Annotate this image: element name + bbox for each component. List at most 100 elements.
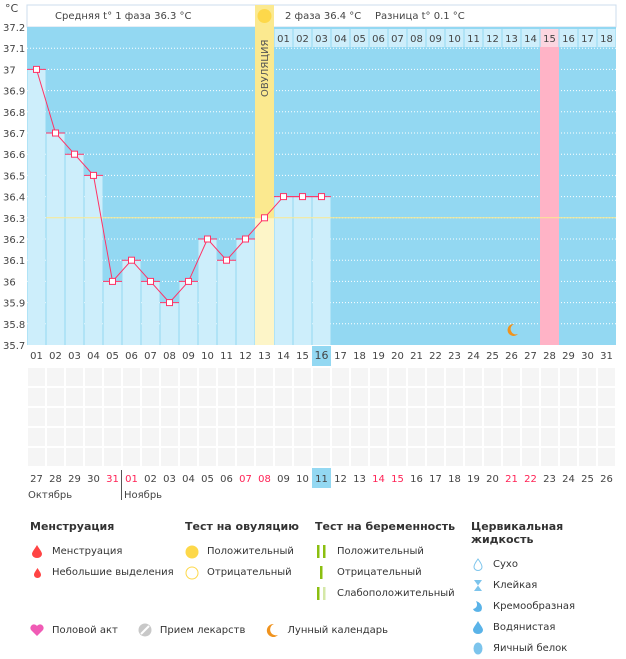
cycle-day-label: 10 <box>201 351 214 362</box>
temperature-point <box>52 129 59 137</box>
symptom-cell <box>503 388 520 406</box>
symptom-cell <box>351 388 368 406</box>
symptom-cell <box>123 368 140 386</box>
symptom-cell <box>541 368 558 386</box>
temperature-bar <box>293 196 312 345</box>
legend-label: Прием лекарств <box>159 624 246 636</box>
symptom-cell <box>446 448 463 466</box>
temperature-bar <box>65 154 84 345</box>
legend-menstruation: Менструация Менструация Небольшие выделе… <box>30 520 174 583</box>
date-label: 12 <box>334 474 347 485</box>
cycle-day-label: 07 <box>144 351 157 362</box>
symptom-cell <box>28 448 45 466</box>
cycle-day-label: 14 <box>277 351 290 362</box>
y-tick-label: 36.1 <box>3 256 25 267</box>
phase2-day-label: 10 <box>448 34 461 45</box>
symptom-cell <box>579 428 596 446</box>
one-line-icon <box>315 566 329 580</box>
heart-icon <box>30 623 44 637</box>
legend-title: Менструация <box>30 520 115 533</box>
legend-label: Половой акт <box>52 624 118 636</box>
symptom-cell <box>161 388 178 406</box>
date-label: 16 <box>410 474 423 485</box>
temperature-bar <box>103 281 122 345</box>
legend-label: Яичный белок <box>493 643 568 654</box>
legend-label: Кремообразная <box>493 601 576 612</box>
phase2-day-cell <box>407 29 426 47</box>
symptom-cell <box>47 408 64 426</box>
temperature-point <box>33 65 40 73</box>
temperature-bar <box>141 281 160 345</box>
symptom-cell <box>332 368 349 386</box>
phase2-day-label: 05 <box>353 34 366 45</box>
phase2-day-label: 11 <box>467 34 480 45</box>
symptom-cell <box>180 408 197 426</box>
temperature-point <box>90 171 97 179</box>
phase2-day-cell <box>483 29 502 47</box>
symptom-cell <box>123 388 140 406</box>
symptom-cell <box>104 368 121 386</box>
symptom-cell <box>408 428 425 446</box>
temperature-point <box>128 256 135 264</box>
symptom-cell <box>446 428 463 446</box>
phase2-day-label: 09 <box>429 34 442 45</box>
symptom-cell <box>66 448 83 466</box>
phase2-day-cell <box>540 29 559 47</box>
legend-label: Положительный <box>337 546 424 557</box>
date-label: 11 <box>315 474 328 485</box>
phase2-day-cell <box>597 29 616 47</box>
symptom-cell <box>427 428 444 446</box>
moon-icon <box>507 323 518 336</box>
phase2-day-label: 14 <box>524 34 537 45</box>
symptom-cell <box>218 408 235 426</box>
sun-icon <box>257 9 272 23</box>
cycle-day-label: 20 <box>391 351 404 362</box>
temperature-bar <box>46 133 65 345</box>
symptom-cell <box>465 388 482 406</box>
symptom-cell <box>465 448 482 466</box>
cycle-day-label: 27 <box>524 351 537 362</box>
symptom-cell <box>237 408 254 426</box>
symptom-cell <box>313 428 330 446</box>
legend-label: Отрицательный <box>337 567 422 578</box>
symptom-cell <box>598 368 615 386</box>
symptom-cell <box>408 368 425 386</box>
cycle-day-label: 08 <box>163 351 176 362</box>
symptom-cell <box>598 388 615 406</box>
symptom-cell <box>142 408 159 426</box>
cycle-day-label: 22 <box>429 351 442 362</box>
cycle-day-label: 01 <box>30 351 43 362</box>
cycle-day-label: 06 <box>125 351 138 362</box>
date-label: 15 <box>391 474 404 485</box>
temperature-bar <box>84 175 103 345</box>
cycle-day-label: 29 <box>562 351 575 362</box>
symptom-cell <box>370 408 387 426</box>
y-tick-label: 35.7 <box>3 341 25 352</box>
symptom-cell <box>180 368 197 386</box>
y-tick-label: 36.3 <box>3 214 25 225</box>
symptom-cell <box>237 428 254 446</box>
date-label: 01 <box>125 474 138 485</box>
temperature-difference: Разница t° 0.1 °C <box>375 11 465 22</box>
legend-label: Менструация <box>52 546 123 557</box>
symptom-cell <box>351 428 368 446</box>
symptom-cell <box>427 368 444 386</box>
symptom-cell <box>142 388 159 406</box>
legend-label: Сухо <box>493 559 518 570</box>
symptom-cell <box>123 408 140 426</box>
symptom-cell <box>104 448 121 466</box>
legend-label: Слабоположительный <box>337 588 455 599</box>
symptom-cell <box>522 388 539 406</box>
temperature-point <box>185 277 192 285</box>
symptom-cell <box>142 428 159 446</box>
y-tick-label: 37.1 <box>3 44 25 55</box>
symptom-cell <box>85 448 102 466</box>
symptom-cell <box>161 408 178 426</box>
date-label: 08 <box>258 474 271 485</box>
cycle-day-label: 18 <box>353 351 366 362</box>
date-label: 25 <box>581 474 594 485</box>
unit-label: °C <box>5 2 19 15</box>
symptom-cell <box>370 388 387 406</box>
phase2-day-cell <box>350 29 369 47</box>
y-tick-label: 36.5 <box>3 171 25 182</box>
